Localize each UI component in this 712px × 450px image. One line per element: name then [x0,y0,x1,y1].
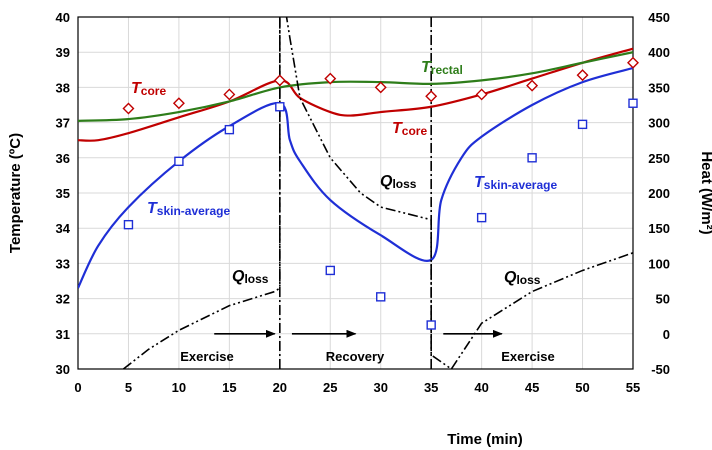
x-tick-label: 0 [74,380,81,395]
x-tick-label: 30 [373,380,387,395]
skin-data-point [476,212,487,223]
core-data-point [576,69,589,82]
core-data-point [172,97,185,110]
label-t-skin-right: Tskin-average [474,174,557,192]
core-data-point [223,88,236,101]
y-left-tick-label: 39 [56,45,70,60]
series-markers [122,56,639,330]
y-right-tick-label: 200 [648,186,670,201]
y-right-tick-label: 50 [656,292,670,307]
y-left-tick-label: 38 [56,80,70,95]
y-right-tick-label: 0 [663,327,670,342]
y-right-tick-label: 300 [648,116,670,131]
y-right-tick-label: -50 [651,362,670,377]
label-exercise-first: Exercise [180,349,234,364]
y-right-tick-label: 250 [648,151,670,166]
label-t-rectal: Trectal [421,59,463,77]
core-data-point [475,88,488,101]
label-t-core-upper: Tcore [131,80,166,98]
skin-data-point [275,102,285,112]
core-data-point [273,74,286,87]
y-left-tick-label: 33 [56,256,70,271]
series-line-t-rectal [78,51,633,122]
y-axis-right-title: Heat (W/m²) [698,151,712,234]
label-q-loss-right: Qloss [504,269,541,287]
x-tick-label: 5 [125,380,132,395]
x-tick-label: 55 [626,380,640,395]
axis-ticks: 0 5 10 15 20 25 30 35 40 45 50 55 30 31 32 33 34 35 36 37 38… [56,10,670,395]
core-data-point [324,72,337,85]
core-data-point [425,90,438,103]
y-left-tick-label: 40 [56,10,70,25]
x-tick-label: 25 [323,380,337,395]
x-tick-label: 20 [273,380,287,395]
core-data-point [526,79,539,92]
skin-data-point [376,292,386,302]
series-lines [78,17,633,369]
core-data-point [122,102,135,115]
x-tick-label: 50 [575,380,589,395]
x-tick-label: 40 [474,380,488,395]
plot-area-border [77,16,634,370]
series-line-t-core [78,47,633,142]
y-right-tick-label: 350 [648,80,670,95]
skin-data-point [426,320,436,330]
y-left-tick-label: 31 [56,327,70,342]
label-t-skin-left: Tskin-average [147,200,230,218]
label-q-loss-left: Qloss [232,268,269,286]
skin-data-point [577,119,588,130]
y-left-tick-label: 35 [56,186,70,201]
x-axis-title: Time (min) [447,431,523,448]
y-left-tick-label: 36 [56,151,70,166]
x-tick-label: 10 [172,380,186,395]
skin-data-point [628,98,638,108]
grid-lines [78,17,633,369]
y-left-tick-label: 34 [56,221,71,236]
y-axis-left-title: Temperature (ºC) [7,133,24,253]
skin-data-point [123,219,134,230]
y-right-tick-label: 100 [648,256,670,271]
label-recovery: Recovery [326,349,385,364]
y-left-tick-label: 32 [56,292,70,307]
x-tick-label: 35 [424,380,438,395]
x-tick-label: 15 [222,380,236,395]
y-right-tick-label: 150 [648,221,670,236]
skin-data-point [224,124,235,135]
series-line-q-loss [122,17,633,369]
core-data-point [374,81,387,94]
skin-data-point [527,153,537,163]
series-line-t-skin [78,66,633,289]
x-tick-label: 45 [525,380,539,395]
label-t-core-lower: Tcore [392,120,427,138]
skin-data-point [174,156,184,167]
label-q-loss-middle: Qloss [380,173,417,191]
y-right-tick-label: 400 [648,45,670,60]
core-data-point [627,56,639,69]
y-right-tick-label: 450 [648,10,670,25]
y-left-tick-label: 37 [56,116,70,131]
y-left-tick-label: 30 [56,362,70,377]
label-exercise-second: Exercise [501,349,555,364]
skin-data-point [325,265,335,276]
